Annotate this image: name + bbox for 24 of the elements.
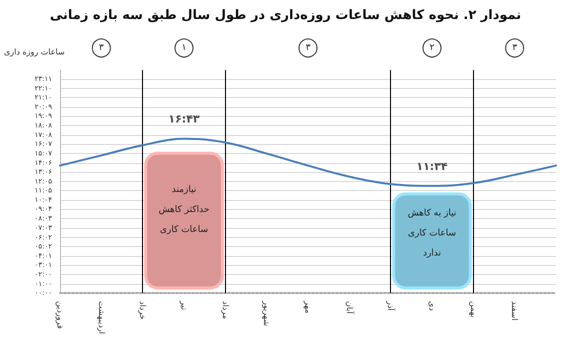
text: ۳ bbox=[306, 43, 311, 53]
text: ۲ bbox=[430, 43, 435, 53]
text: ۳ bbox=[98, 43, 104, 53]
x-tick-label: فروردین bbox=[56, 301, 64, 330]
band-label: نیاز به کاهش ساعات کاری ندارد bbox=[408, 208, 456, 258]
x-tick-label: خرداد bbox=[138, 301, 148, 320]
x-tick-label: دی bbox=[428, 301, 436, 312]
chart-title: نمودار ۲. نحوه کاهش ساعات روزه‌داری در طول سال طبق سه بازه زمانی bbox=[50, 8, 522, 23]
annotation: ۱۱:۳۴ bbox=[416, 160, 448, 174]
x-tick-label: شهریور bbox=[262, 300, 272, 326]
x-tick-label: تیر bbox=[180, 300, 188, 310]
x-tick-label: مرداد bbox=[220, 301, 230, 320]
x-tick-label: بهمن bbox=[468, 301, 478, 318]
x-tick-label: آذر bbox=[386, 300, 396, 312]
text: ۱ bbox=[182, 43, 186, 53]
band-label: نیازمند حداکثر کاهش ساعات کاری bbox=[158, 184, 210, 235]
x-tick-label: آبان bbox=[344, 301, 355, 315]
line-series bbox=[59, 138, 557, 187]
x-tick-label: مهر bbox=[304, 300, 312, 314]
annotation: ۱۶:۴۳ bbox=[168, 112, 200, 126]
x-tick-label: اسفند bbox=[510, 301, 520, 321]
y-axis-title: ساعات روزه داری bbox=[4, 48, 65, 56]
x-tick-label: اردیبهشت bbox=[96, 301, 106, 334]
text: ۳ bbox=[512, 43, 518, 53]
